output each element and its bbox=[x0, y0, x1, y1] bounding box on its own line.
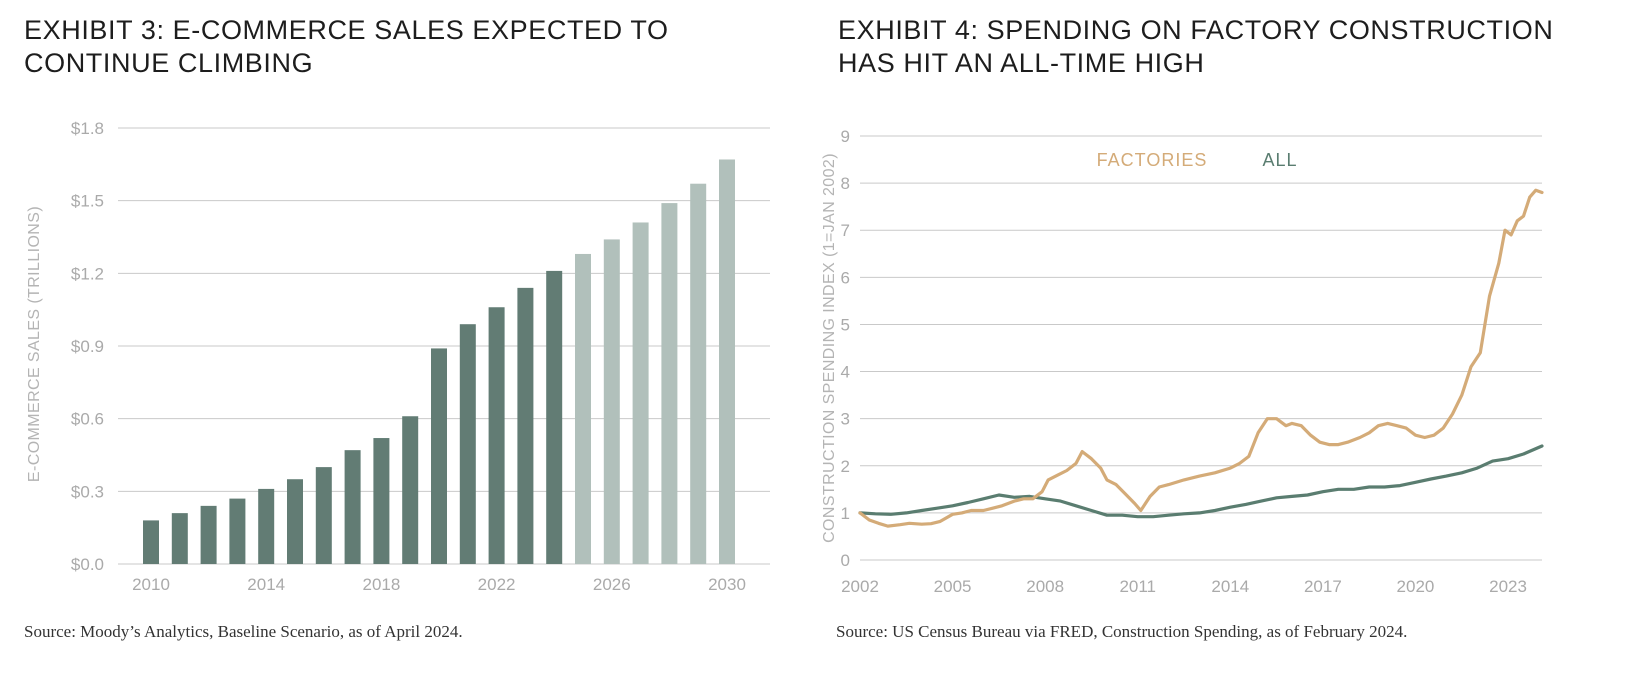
y-tick-label: 6 bbox=[841, 268, 850, 287]
legend-item-all: ALL bbox=[1262, 150, 1297, 170]
bar bbox=[546, 270, 563, 564]
ecommerce-sales-bar-chart: $0.0 $0.3 $0.6 $0.9 $1.2 $1.5 $1.8 2010 2014 2018… bbox=[26, 119, 770, 594]
x-tick-label: 2020 bbox=[1397, 577, 1435, 596]
x-tick-label: 2018 bbox=[362, 575, 400, 594]
y-tick-label: 7 bbox=[841, 221, 850, 240]
y-tick-label: 1 bbox=[841, 504, 850, 523]
bar bbox=[517, 287, 534, 564]
exhibit-4-source: Source: US Census Bureau via FRED, Const… bbox=[836, 622, 1408, 641]
x-tick-label: 2017 bbox=[1304, 577, 1342, 596]
x-tick-label: 2014 bbox=[247, 575, 285, 594]
series-line-factories bbox=[858, 188, 1544, 528]
bar bbox=[287, 479, 303, 564]
bar bbox=[603, 239, 620, 564]
exhibit-4-title: EXHIBIT 4: SPENDING ON FACTORY CONSTRUCT… bbox=[838, 15, 1554, 78]
bar bbox=[171, 513, 188, 564]
legend-item-factories: FACTORIES bbox=[1097, 150, 1208, 170]
x-tick-label: 2022 bbox=[478, 575, 516, 594]
construction-spending-line-chart: 0 1 2 3 4 5 6 7 8 9 2002 2005 2008 2011 2014 2017 2020 20… bbox=[821, 127, 1544, 596]
y-tick-label: $1.2 bbox=[71, 264, 104, 283]
y-tick-label: 5 bbox=[841, 315, 850, 334]
x-tick-label: 2005 bbox=[934, 577, 972, 596]
bar bbox=[488, 307, 505, 564]
y-tick-label: 8 bbox=[841, 174, 850, 193]
bar bbox=[344, 450, 361, 564]
y-tick-label: 9 bbox=[841, 127, 850, 146]
x-tick-label: 2030 bbox=[708, 575, 746, 594]
bar bbox=[661, 203, 678, 565]
bar bbox=[200, 505, 217, 564]
y-tick-label: $1.8 bbox=[71, 119, 104, 138]
y-tick-label: $0.0 bbox=[71, 555, 104, 574]
series-line-all bbox=[858, 444, 1544, 519]
exhibit-3-panel: EXHIBIT 3: E-COMMERCE SALES EXPECTED TO … bbox=[24, 15, 770, 641]
y-tick-label: 0 bbox=[841, 551, 850, 570]
x-tick-label: 2008 bbox=[1026, 577, 1064, 596]
bar bbox=[690, 183, 707, 564]
y-tick-label: $0.9 bbox=[71, 337, 104, 356]
bar bbox=[143, 520, 159, 564]
y-axis-label: CONSTRUCTION SPENDING INDEX (1=JAN 2002) bbox=[821, 153, 838, 543]
bar bbox=[315, 467, 332, 564]
x-tick-label: 2002 bbox=[841, 577, 879, 596]
y-tick-label: 2 bbox=[841, 457, 850, 476]
bar bbox=[632, 222, 649, 564]
bar bbox=[258, 488, 275, 564]
x-tick-label: 2010 bbox=[132, 575, 170, 594]
exhibit-4-panel: EXHIBIT 4: SPENDING ON FACTORY CONSTRUCT… bbox=[820, 0, 1640, 696]
bar bbox=[575, 253, 591, 564]
bar bbox=[431, 348, 447, 564]
bar bbox=[373, 438, 390, 564]
bar bbox=[402, 416, 419, 564]
y-tick-label: $0.3 bbox=[71, 482, 104, 501]
y-axis-label: E-COMMERCE SALES (TRILLIONS) bbox=[26, 206, 43, 482]
y-tick-label: 4 bbox=[841, 363, 850, 382]
y-tick-label: $1.5 bbox=[71, 192, 104, 211]
bar bbox=[459, 324, 476, 564]
exhibit-3-source: Source: Moody’s Analytics, Baseline Scen… bbox=[24, 622, 463, 641]
bar bbox=[229, 498, 246, 564]
y-tick-label: $0.6 bbox=[71, 410, 104, 429]
bar bbox=[719, 159, 735, 564]
x-tick-label: 2026 bbox=[593, 575, 631, 594]
x-tick-label: 2023 bbox=[1489, 577, 1527, 596]
exhibit-3-title: EXHIBIT 3: E-COMMERCE SALES EXPECTED TO … bbox=[24, 15, 669, 78]
y-tick-label: 3 bbox=[841, 410, 850, 429]
x-tick-label: 2014 bbox=[1211, 577, 1249, 596]
x-tick-label: 2011 bbox=[1119, 577, 1156, 596]
